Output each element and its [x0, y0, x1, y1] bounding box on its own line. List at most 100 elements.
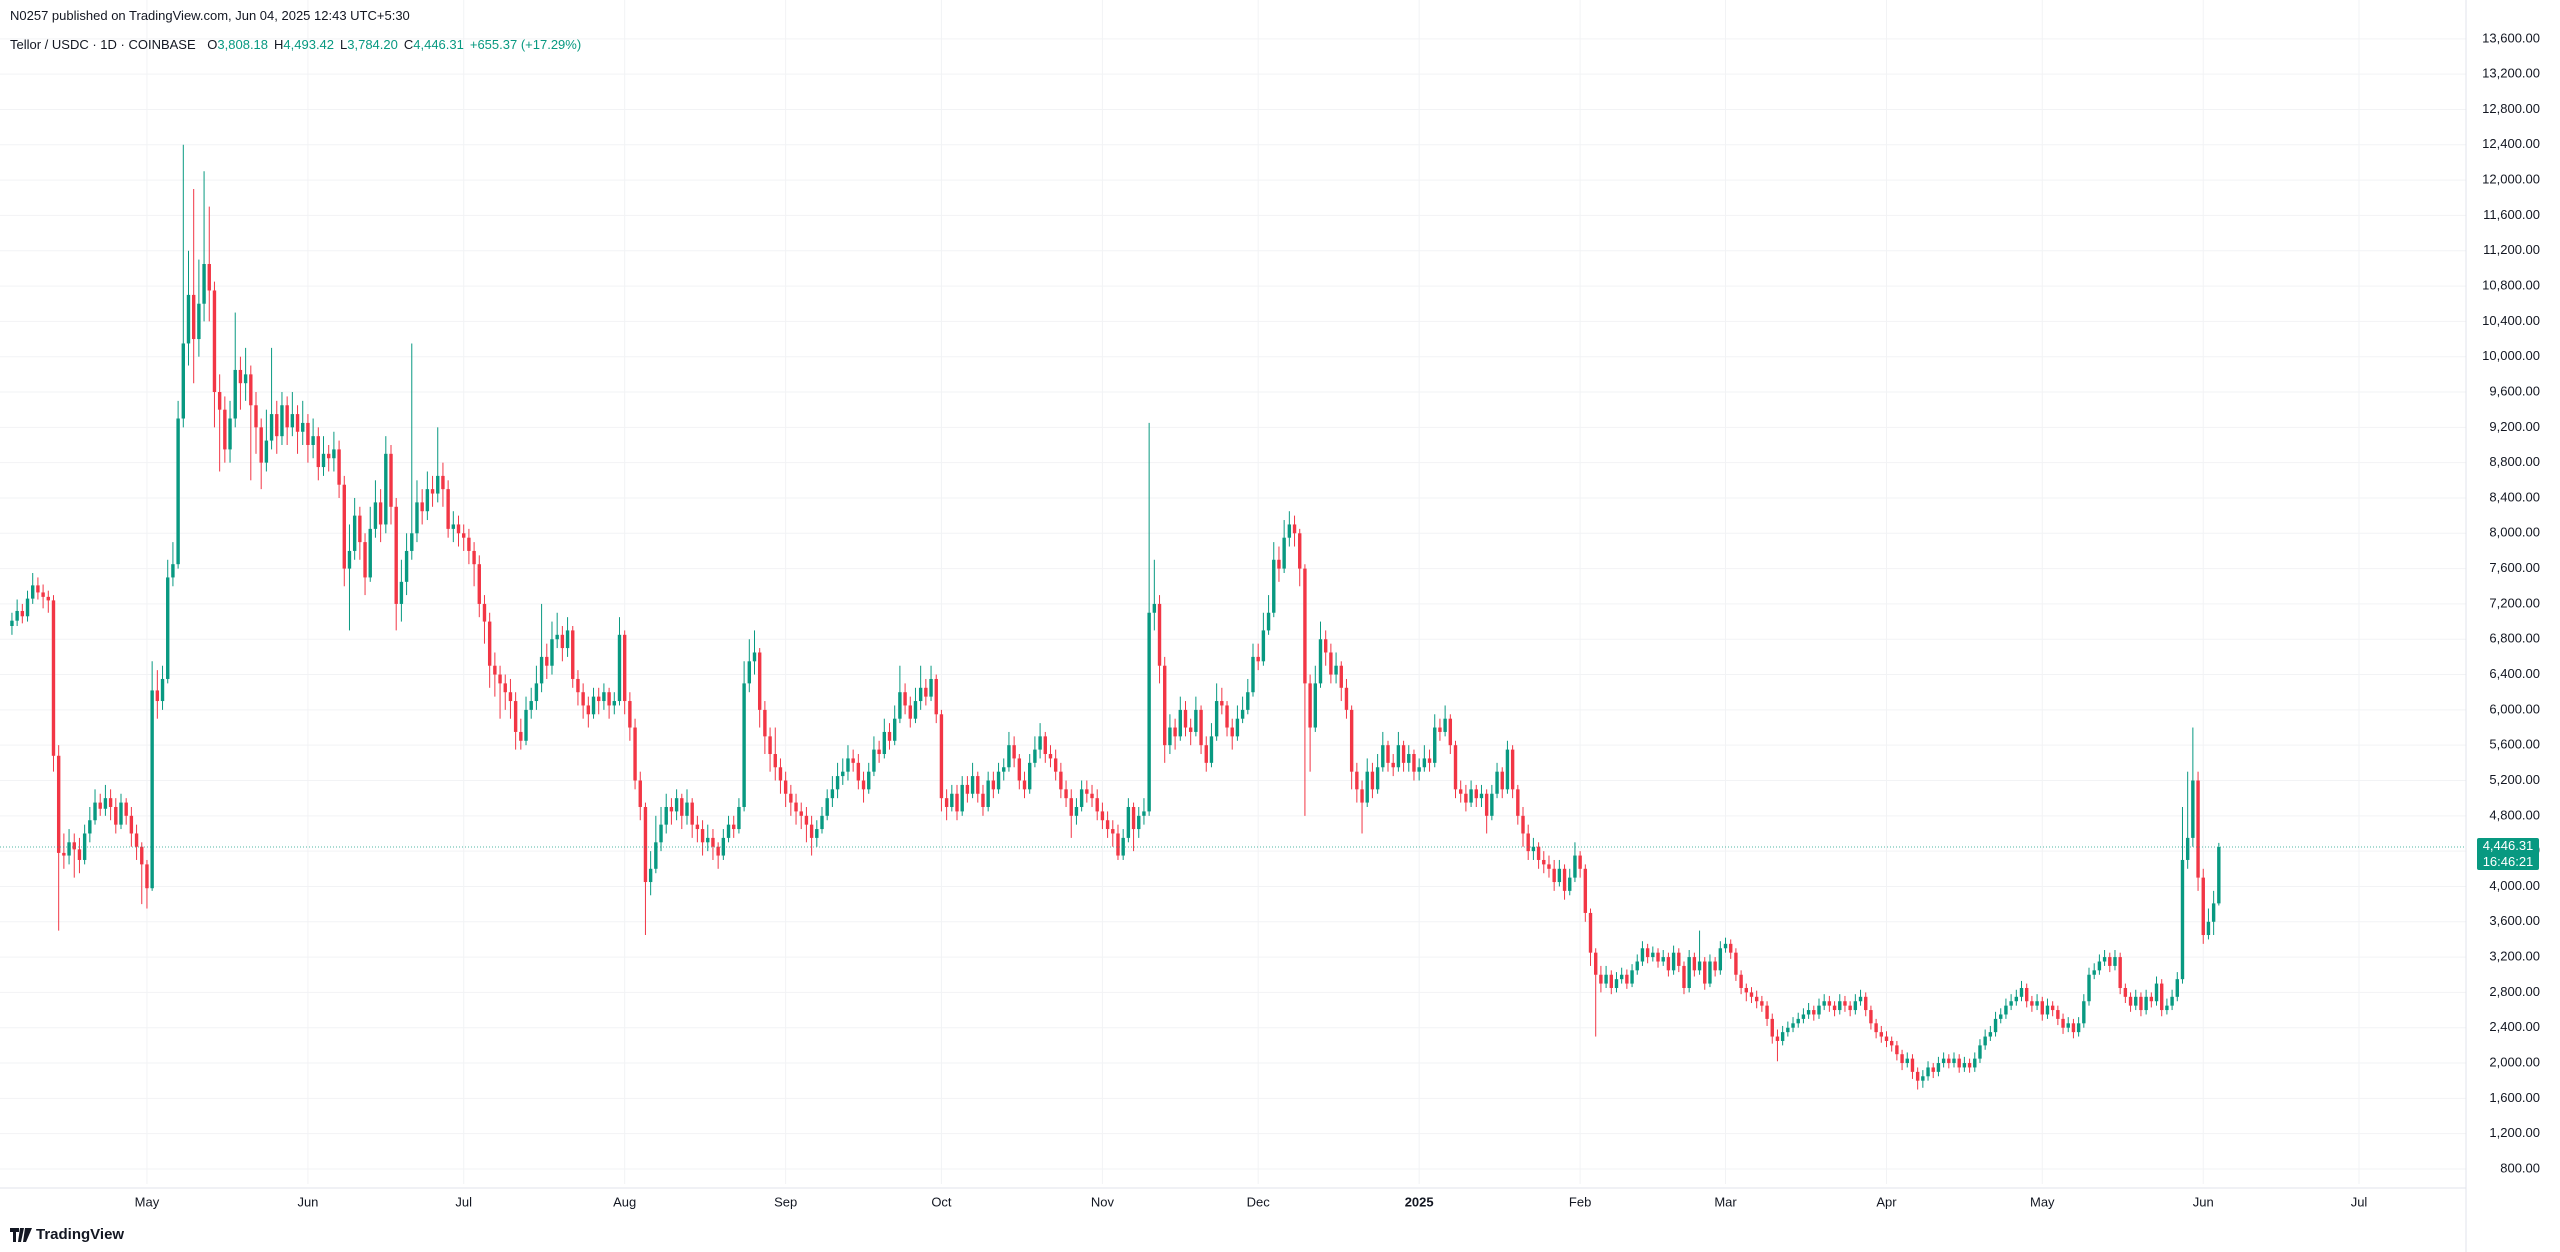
candle-body [332, 449, 336, 459]
candle-body [534, 683, 539, 702]
candle-body [1656, 952, 1660, 962]
candle-body [752, 652, 757, 662]
candle-body [1043, 736, 1047, 755]
candle-body [955, 793, 959, 812]
candle-body [519, 731, 523, 741]
candle-body [1729, 943, 1733, 953]
candle-body [1199, 709, 1203, 746]
candle-body [1365, 771, 1369, 803]
y-tick-label: 13,200.00 [2482, 66, 2540, 81]
candle-body [815, 829, 819, 838]
candle-body [1791, 1023, 1795, 1028]
candle-body [560, 634, 565, 649]
candle-body [1147, 612, 1151, 812]
x-tick-label: Jun [2193, 1194, 2214, 1209]
candle-body [2087, 974, 2091, 1002]
candle-body [2030, 1001, 2034, 1006]
candle-body [1677, 952, 1681, 966]
candle-body [773, 754, 777, 768]
candle-body [368, 528, 372, 578]
candle-body [887, 731, 892, 741]
candle-body [124, 802, 128, 816]
candle-body [1142, 811, 1146, 816]
candle-body [1708, 961, 1712, 984]
candle-body [2154, 983, 2159, 1002]
legend-value: 4,446.31 [413, 37, 464, 52]
candle-body [565, 630, 570, 649]
candle-body [700, 829, 705, 843]
candle-body [1303, 568, 1307, 684]
candle-body [1973, 1058, 1977, 1068]
candle-body [280, 405, 284, 437]
candle-body [539, 656, 544, 684]
candle-body [2118, 957, 2122, 988]
candle-body [1349, 709, 1354, 772]
candle-body [2102, 957, 2107, 962]
candle-body [1879, 1032, 1884, 1037]
candle-body [1687, 957, 1691, 988]
candle-body [1168, 727, 1172, 746]
candle-body [778, 767, 783, 781]
candle-body [1988, 1032, 1993, 1037]
candle-body [2170, 996, 2174, 1006]
price-label: 4,446.31 [2482, 838, 2534, 854]
candle-body [1635, 961, 1639, 971]
candle-body [503, 683, 507, 693]
candle-body [789, 793, 793, 803]
candle-body [680, 798, 684, 816]
candle-body [1588, 912, 1593, 953]
candle-body [1090, 793, 1094, 799]
candle-body [321, 453, 326, 468]
y-tick-label: 12,000.00 [2482, 172, 2540, 187]
candle-body [446, 489, 450, 529]
candle-body [436, 475, 440, 494]
candle-body [62, 852, 66, 856]
legend-change: +655.37 (+17.29%) [469, 37, 582, 52]
legend-value: 3,808.18 [217, 37, 269, 52]
candle-body [1651, 952, 1655, 958]
candle-body [1386, 745, 1390, 763]
candle-body [524, 709, 528, 741]
candle-body [2040, 1001, 2044, 1015]
candle-body [410, 533, 414, 551]
candle-body [944, 798, 949, 807]
candle-body [2092, 970, 2096, 975]
candle-body [617, 634, 622, 702]
candle-body [1064, 789, 1068, 799]
candle-body [129, 815, 134, 834]
candle-body [1941, 1058, 1946, 1064]
candle-body [1812, 1010, 1816, 1015]
candle-body [1869, 1010, 1873, 1024]
candle-body [1645, 948, 1650, 958]
candle-body [103, 798, 108, 809]
candle-body [1910, 1058, 1915, 1072]
candles [10, 144, 2221, 1090]
candle-body [477, 564, 481, 604]
candle-body [285, 405, 289, 428]
y-tick-label: 5,600.00 [2489, 737, 2540, 752]
candle-body [67, 842, 71, 856]
candle-body [1173, 727, 1177, 737]
candle-body [150, 690, 154, 889]
y-tick-label: 7,200.00 [2489, 595, 2540, 610]
y-tick-label: 12,800.00 [2482, 101, 2540, 116]
candle-body [841, 771, 845, 777]
candle-body [1516, 789, 1520, 816]
candle-body [1552, 868, 1556, 883]
candle-body [529, 701, 533, 710]
candle-body [508, 692, 513, 702]
candle-body [1905, 1058, 1909, 1064]
candle-body [493, 665, 497, 675]
candle-body [1323, 639, 1328, 653]
candle-body [441, 475, 445, 490]
candle-body [2211, 903, 2216, 922]
candle-body [799, 811, 803, 816]
x-tick-label: Dec [1247, 1194, 1271, 1209]
y-tick-label: 8,000.00 [2489, 525, 2540, 540]
candle-body [1718, 948, 1723, 971]
candle-body [1983, 1036, 1987, 1046]
y-tick-label: 9,600.00 [2489, 383, 2540, 398]
y-tick-label: 8,800.00 [2489, 454, 2540, 469]
candle-body [1609, 974, 1613, 988]
